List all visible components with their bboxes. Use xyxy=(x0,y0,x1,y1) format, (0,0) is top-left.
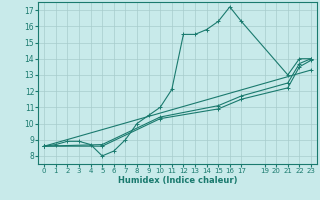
X-axis label: Humidex (Indice chaleur): Humidex (Indice chaleur) xyxy=(118,176,237,185)
